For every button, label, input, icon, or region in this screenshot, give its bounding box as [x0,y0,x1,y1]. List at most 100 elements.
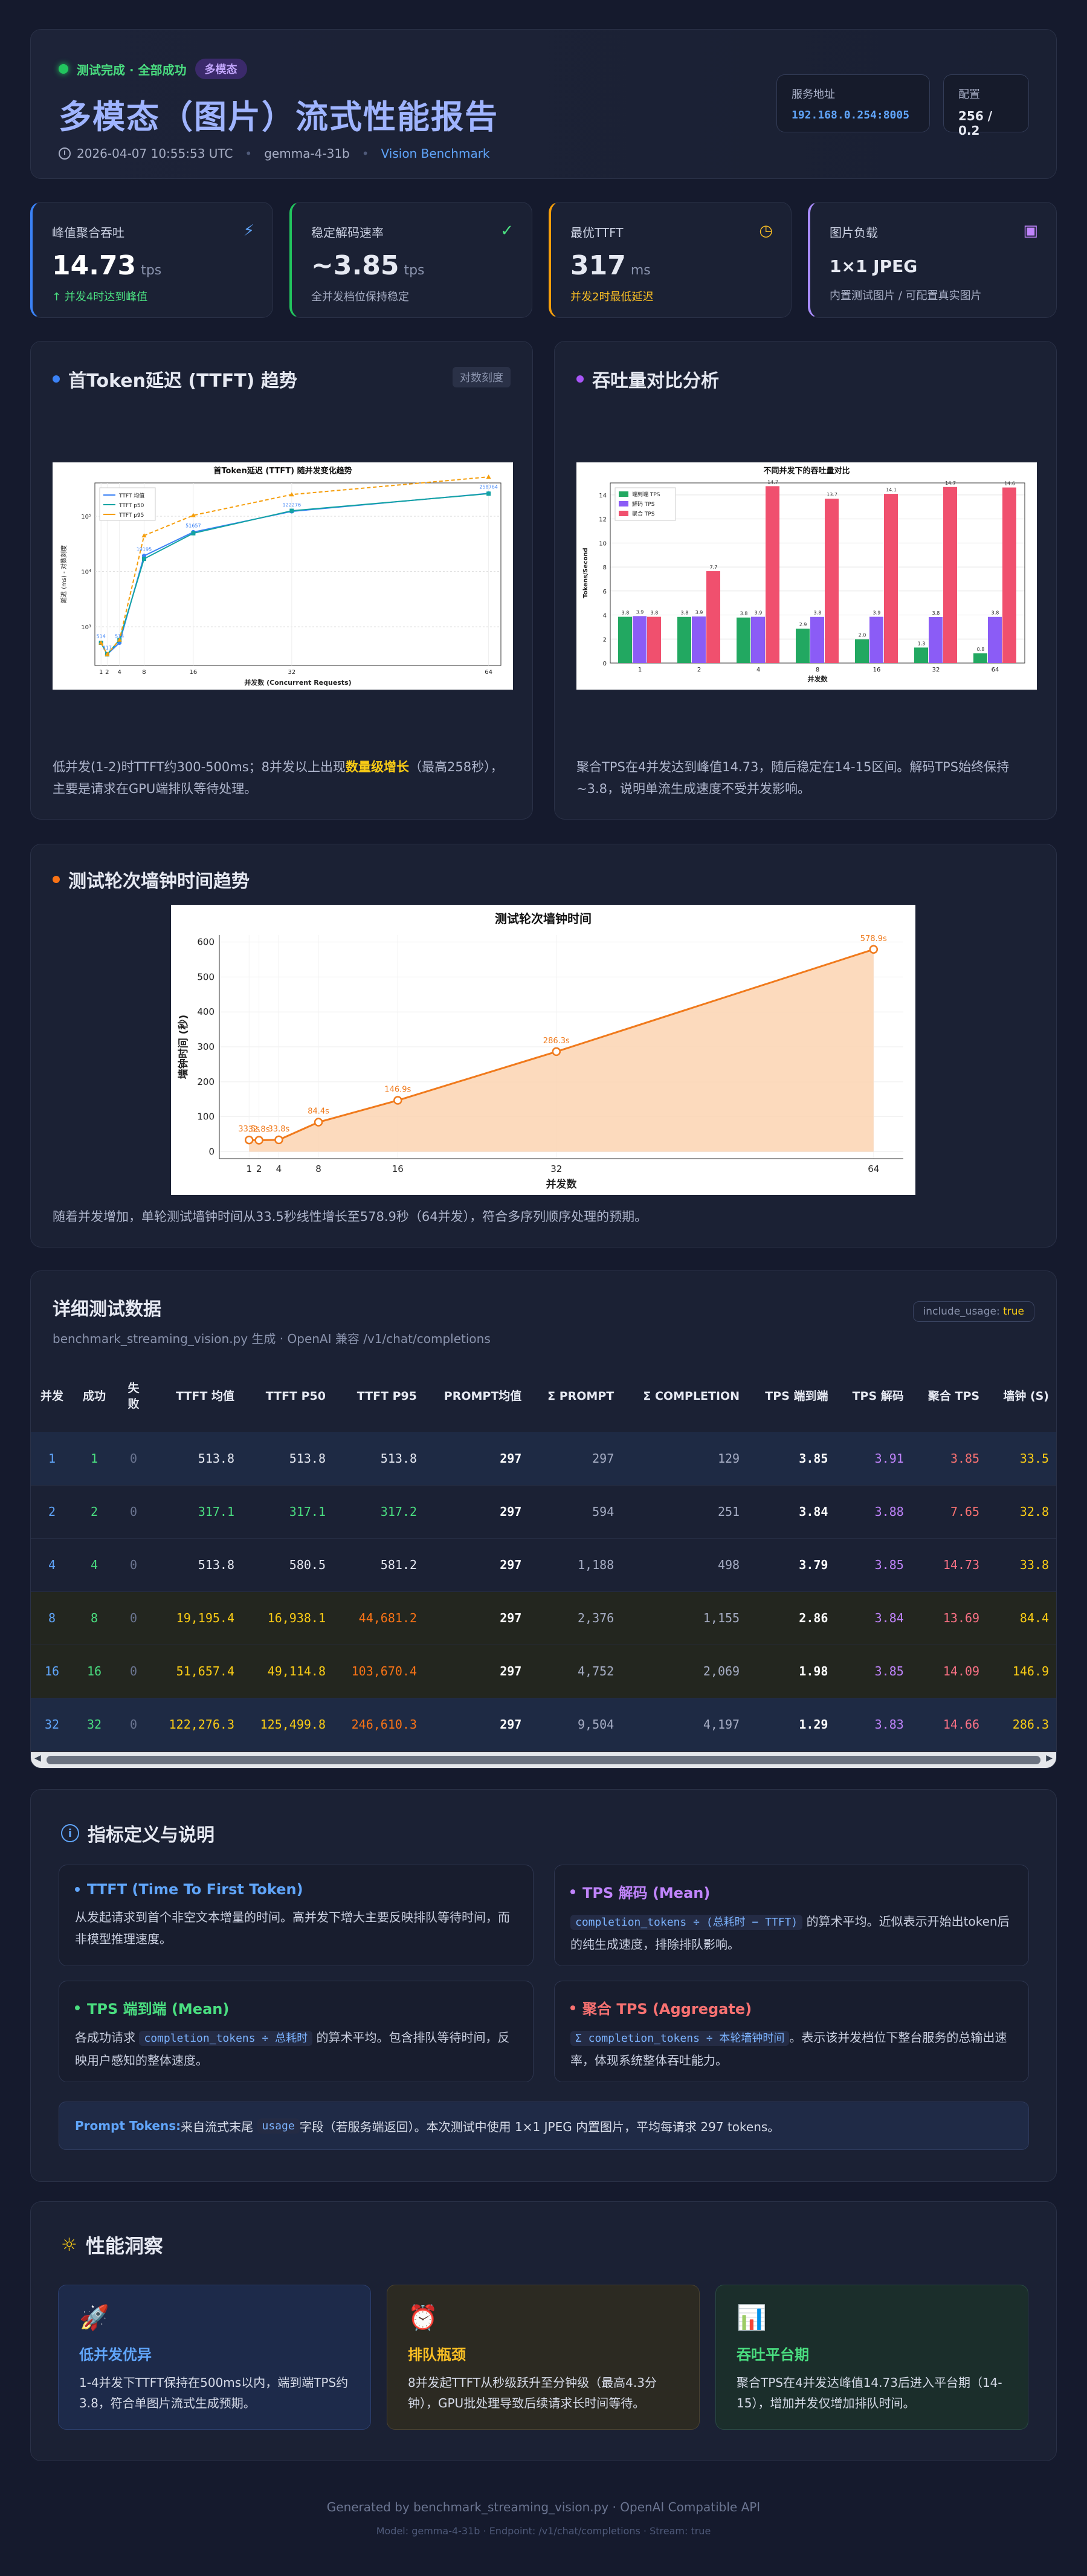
table-cell: 13.69 [943,1611,980,1625]
x-tick-label: 4 [756,667,760,673]
x-tick-label: 8 [816,667,819,673]
table-cell: 4,197 [703,1717,740,1732]
data-point [105,652,110,656]
y-tick-label: 10⁵ [81,514,91,520]
table-cell: 297 [500,1558,522,1572]
table-cell: 16 [86,1664,102,1678]
table-cell: 3.91 [874,1451,904,1466]
y-axis-label: Tokens/Second [582,548,589,598]
point-label: 32.8s [248,1125,270,1134]
bar-2 [766,486,779,663]
desc-text: 的算术平均。近似表示开始出token后的纯生成速度，排除排队影响。 [570,1914,1010,1952]
table-cell: 513.8 [198,1451,234,1466]
table-cell: 297 [500,1611,522,1625]
bar-1 [988,616,1002,663]
table-cell: 251 [717,1504,740,1519]
bar-0 [973,653,987,663]
bar-value-label: 3.9 [873,610,881,616]
data-point [244,1135,254,1145]
def-decode-desc: completion_tokens ÷ (总耗时 − TTFT) 的算术平均。近… [570,1911,1013,1955]
insights-title: 性能洞察 [85,2235,163,2257]
status-line: 测试完成 · 全部成功 多模态 [59,59,1028,79]
scrollbar-thumb[interactable] [47,1756,1040,1764]
table-row: 1 1 0 513.8 513.8 513.8 297 297 129 3.85 3.91 3.85 3… [31,1432,1056,1485]
def-ttft: TTFT (Time To First Token) 从发起请求到首个非空文本增… [59,1865,534,1966]
x-tick-label: 2 [105,669,109,676]
bar-value-label: 3.8 [740,611,748,616]
bar-1 [810,616,824,663]
bar-value-label: 7.7 [710,565,718,570]
table-row: 4 4 0 513.8 580.5 581.2 297 1,188 498 3.79 3.85 14.… [31,1538,1056,1591]
info-icon: i [61,1824,79,1842]
definitions-title: 指标定义与说明 [88,1825,214,1846]
def-ttft-title: TTFT (Time To First Token) [87,1881,303,1898]
insight-low-concurrency: 🚀 低并发优异 1-4并发下TTFT保持在500ms以内，端到端TPS约3.8，… [58,2285,371,2430]
def-decode-title: TPS 解码 (Mean) [582,1885,711,1901]
table-cell: 0 [129,1504,138,1519]
ttft-chart: 首Token延迟 (TTFT) 随并发变化趋势 10³ 10⁴ 10⁵ 1 2 4 8 16 32… [53,462,513,690]
metric-sub: 全并发档位保持稳定 [311,291,409,303]
x-tick-label: 8 [142,669,146,676]
table-cell: 498 [717,1558,740,1572]
x-tick-label: 2 [256,1163,262,1174]
table-cell: 286.3 [1012,1717,1049,1732]
table-cell: 594 [592,1504,614,1519]
table-cell: 125,499.8 [260,1717,326,1732]
table-cell: 1 [90,1451,98,1466]
metric-unit: ms [630,263,651,278]
def-agg-desc: Σ completion_tokens ÷ 本轮墙钟时间 。表示该并发档位下整台服… [570,2027,1013,2071]
metric-number: 317 [570,250,626,281]
table-cell: 4 [48,1558,56,1572]
x-tick-label: 64 [868,1163,879,1174]
metric-number: ~3.85 [311,250,399,281]
insight-title: 低并发优异 [79,2346,152,2363]
desc-text: 的算术平均。包含排队等待时间，反映用户感知的整体速度。 [75,2030,510,2068]
scroll-right-arrow-icon[interactable]: ▶ [1046,1753,1053,1763]
ttft-panel-title: 首Token延迟 (TTFT) 趋势 [68,371,297,392]
table-cell: 122,276.3 [169,1717,234,1732]
bar-value-label: 3.8 [932,610,940,616]
metric-best-ttft: 最优TTFT 317 ms 并发2时最低延迟 ◷ [549,202,792,318]
table-cell: 33.8 [1019,1558,1049,1572]
point-label: 258764 [479,484,498,490]
table-cell: 1.29 [799,1717,828,1732]
bar-value-label: 14.7 [767,479,778,485]
table-cell: 2,069 [703,1664,740,1678]
table-body: 1 1 0 513.8 513.8 513.8 297 297 129 3.85 3.91 3.85 3… [31,1432,1056,1768]
desc-text: ~3.8，说明单流生成速度不受并发影响。 [576,782,810,796]
bar-value-label: 3.9 [636,609,644,615]
prompt-label: Prompt Tokens: [75,2118,181,2133]
horizontal-scrollbar[interactable]: ◀ ▶ [31,1752,1056,1768]
metric-number: 14.73 [52,250,137,281]
data-point [393,1096,402,1105]
bar-value-label: 2.0 [859,633,866,638]
meta-separator: • [245,146,253,161]
data-point [552,1047,561,1057]
wall-panel: 测试轮次墙钟时间趋势 测试轮次墙钟时间 0 100 200 300 400 500 600 1 2… [30,844,1057,1248]
server-address-value: 192.168.0.254:8005 [792,109,910,121]
data-point [289,492,294,497]
x-tick-label: 16 [873,667,881,673]
point-label: 317 [103,646,112,651]
y-tick-label: 0 [603,661,607,667]
status-dot-icon [59,64,68,74]
insight-desc: 8并发起TTFT从秒级跃升至分钟级（最高4.3分钟），GPU批处理导致后续请求长… [408,2375,657,2410]
data-point [486,491,491,496]
column-header: 成功 [82,1390,106,1403]
chart-title: 不同并发下的吞吐量对比 [763,466,850,476]
metric-value: 14.73 tps [52,250,253,281]
modality-badge: 多模态 [195,59,247,79]
table-cell: 8 [90,1611,98,1625]
bar-2 [706,571,720,663]
chart-legend: 端到端 TPS 解码 TPS 聚合 TPS [614,487,676,521]
data-point [486,474,491,479]
bar-1 [929,616,943,663]
table-cell: 49,114.8 [267,1664,326,1678]
bar-value-label: 14.1 [886,487,897,493]
data-point [274,1135,283,1145]
y-tick-label: 10⁴ [81,569,91,576]
table-cell: 32 [86,1717,102,1732]
wall-description: 随着并发增加，单轮测试墙钟时间从33.5秒线性增长至578.9秒（64并发），符… [53,1209,648,1224]
table-header-row: 并发 成功 失败 TTFT 均值 TTFT P50 TTFT P95 PROMPT均值 Σ P… [31,1361,1056,1432]
scroll-left-arrow-icon[interactable]: ◀ [34,1753,41,1763]
